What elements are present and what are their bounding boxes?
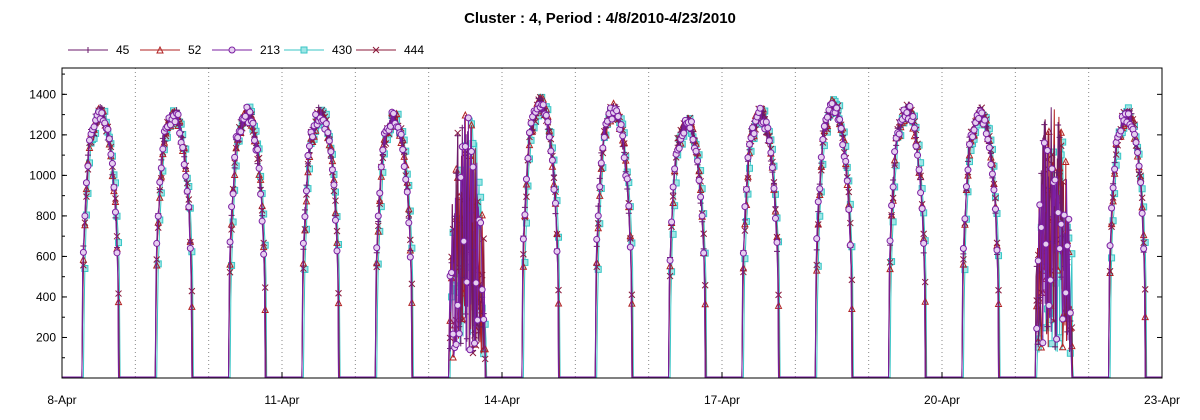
legend-label-444: 444 [404,43,424,57]
y-tick-label-1200: 1200 [29,128,56,142]
x-tick-label-8-Apr: 8-Apr [47,393,76,407]
y-tick-label-400: 400 [36,290,56,304]
legend-label-45: 45 [116,43,130,57]
legend-item-213: 213 [212,43,280,57]
x-tick-label-20-Apr: 20-Apr [924,393,960,407]
x-tick-label-14-Apr: 14-Apr [484,393,520,407]
legend-item-444: 444 [356,43,424,57]
series-markers-213 [79,100,1148,354]
y-tick-label-1400: 1400 [29,87,56,101]
y-tick-label-1000: 1000 [29,168,56,182]
legend-label-52: 52 [188,43,202,57]
series-layer [62,93,1162,378]
chart-title: Cluster : 4, Period : 4/8/2010-4/23/2010 [464,10,736,27]
plot-frame [61,67,1163,379]
legend-label-430: 430 [332,43,352,57]
y-tick-label-800: 800 [36,209,56,223]
y-tick-label-600: 600 [36,249,56,263]
legend-layer: 45 52 213 430 444 [68,43,424,57]
y-tick-label-200: 200 [36,330,56,344]
x-tick-label-17-Apr: 17-Apr [704,393,740,407]
series-213 [62,100,1162,378]
legend-item-45: 45 [68,43,130,57]
x-tick-label-11-Apr: 11-Apr [264,393,299,407]
legend-item-52: 52 [140,43,202,57]
axis-layer: 200 400 600 800 1000 1200 1400 8-Apr 11-Apr 14-Ap… [29,73,1180,407]
legend-item-430: 430 [284,43,352,57]
series-line-213 [62,100,1162,378]
x-tick-label-23-Apr: 23-Apr [1144,393,1180,407]
legend-label-213: 213 [260,43,280,57]
